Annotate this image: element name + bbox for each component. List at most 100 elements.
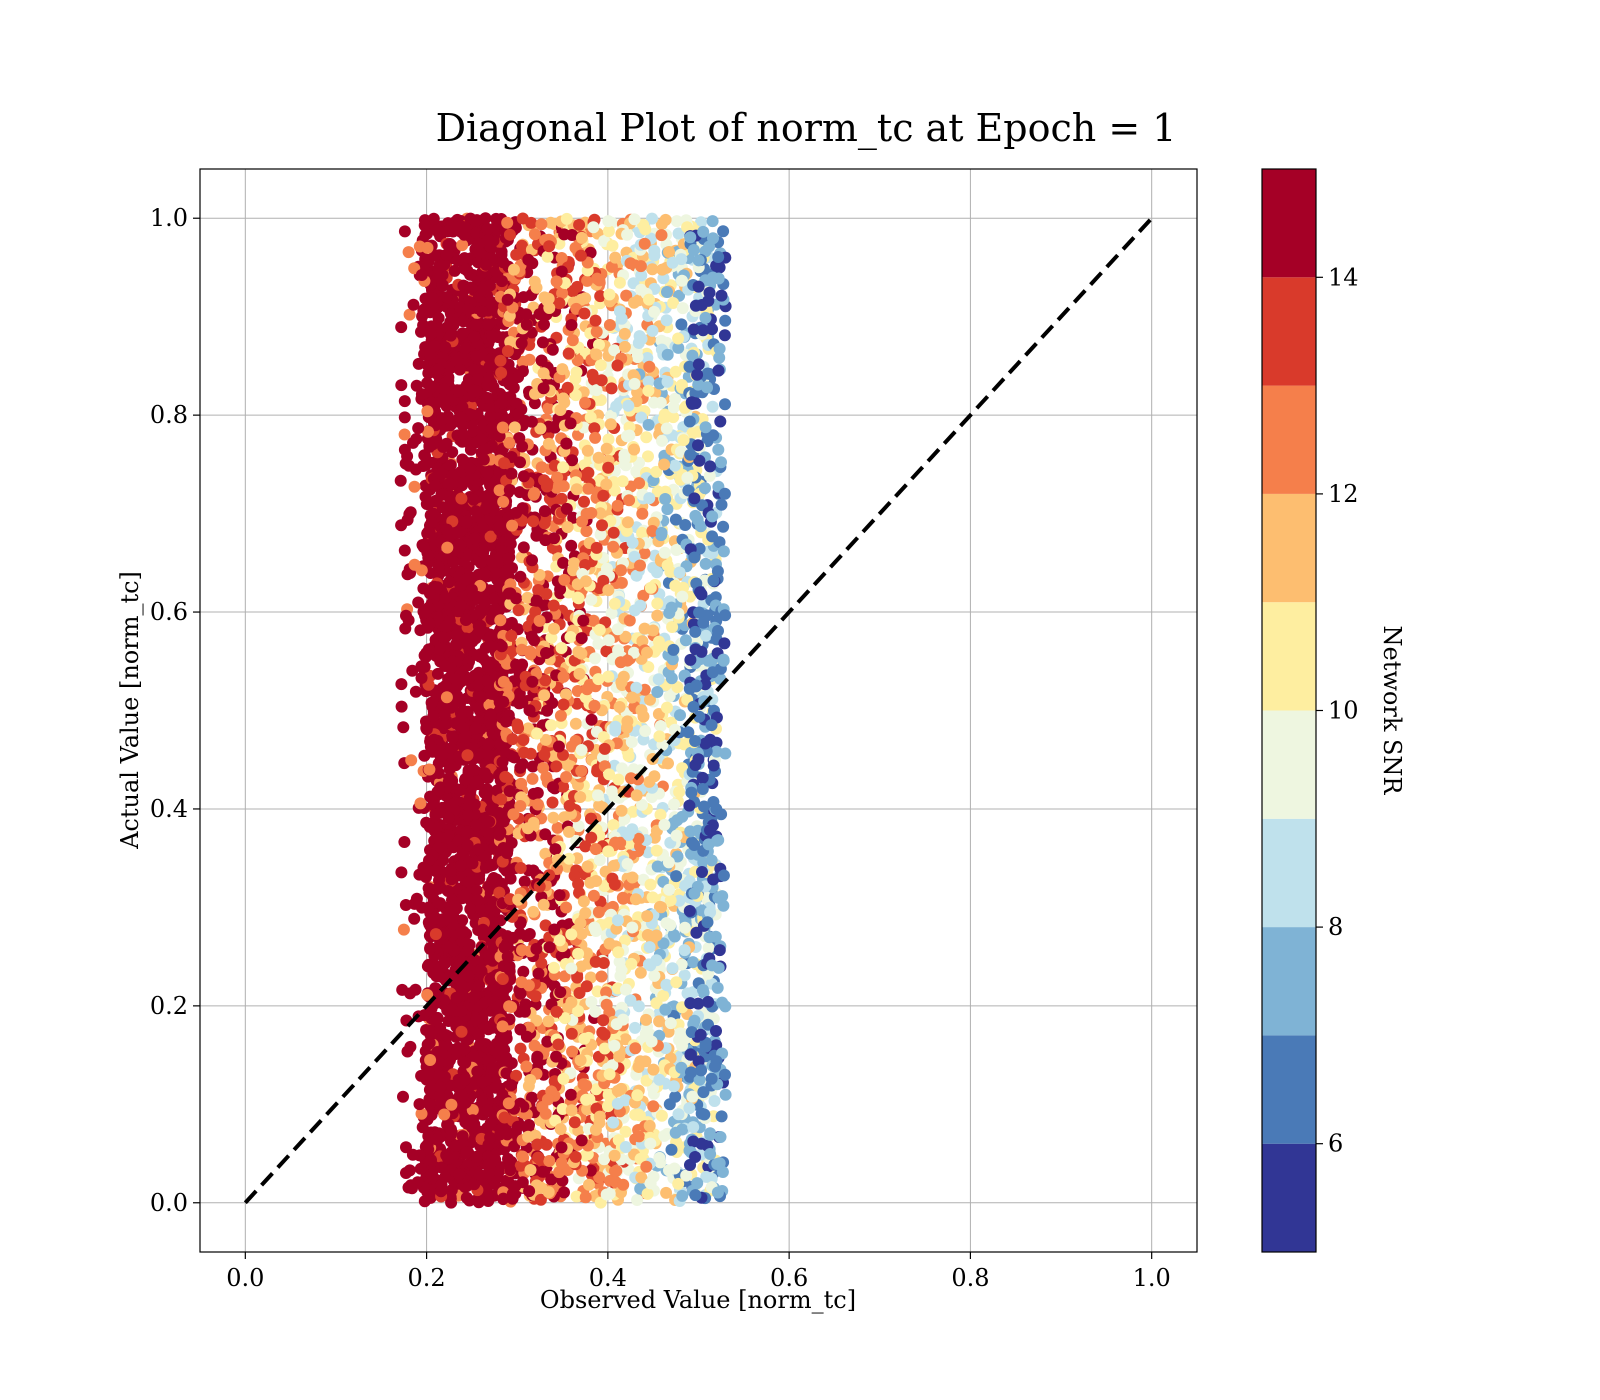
scatter-point	[419, 1140, 432, 1153]
scatter-point	[460, 1146, 473, 1159]
scatter-point	[427, 710, 440, 722]
scatter-point	[434, 1081, 447, 1094]
scatter-point	[564, 631, 577, 643]
scatter-point	[454, 600, 467, 612]
scatter-point	[397, 721, 410, 734]
scatter-point	[439, 620, 452, 633]
scatter-point	[434, 897, 447, 910]
scatter-point	[441, 1152, 454, 1165]
scatter-point	[481, 1104, 494, 1116]
scatter-point	[547, 811, 560, 824]
scatter-point	[490, 603, 503, 616]
scatter-point	[405, 754, 418, 767]
scatter-point	[415, 1107, 428, 1120]
scatter-point	[476, 305, 489, 318]
scatter-point	[638, 237, 651, 250]
scatter-point	[572, 878, 585, 890]
scatter-point	[398, 225, 411, 238]
scatter-point	[632, 1130, 645, 1143]
scatter-point	[517, 291, 530, 304]
scatter-point	[657, 989, 670, 1002]
scatter-point	[401, 450, 414, 463]
scatter-point	[424, 328, 437, 341]
scatter-point	[481, 222, 494, 235]
scatter-point	[470, 1028, 483, 1040]
scatter-point	[436, 749, 449, 762]
scatter-point	[423, 348, 436, 361]
scatter-point	[459, 1073, 471, 1086]
scatter-point	[473, 246, 486, 259]
scatter-point	[415, 672, 428, 684]
scatter-point	[415, 269, 428, 281]
scatter-point	[460, 825, 473, 838]
scatter-point	[424, 1028, 437, 1041]
scatter-point	[473, 979, 486, 992]
scatter-point	[415, 325, 427, 338]
scatter-point	[431, 1012, 444, 1025]
scatter-point	[482, 771, 494, 784]
scatter-point	[661, 503, 674, 516]
scatter-point	[554, 709, 567, 722]
scatter-point	[527, 787, 540, 800]
scatter-point	[647, 1100, 660, 1113]
scatter-point	[686, 956, 699, 969]
scatter-point	[485, 718, 498, 730]
scatter-point	[423, 1083, 436, 1096]
scatter-point	[446, 1004, 459, 1016]
scatter-point	[417, 541, 430, 554]
scatter-point	[418, 749, 431, 762]
scatter-point	[600, 478, 613, 491]
scatter-point	[426, 292, 439, 305]
scatter-point	[473, 1168, 486, 1181]
scatter-point	[419, 458, 432, 471]
scatter-point	[476, 1095, 489, 1108]
scatter-point	[440, 437, 453, 450]
scatter-point	[482, 737, 495, 750]
scatter-point	[425, 1154, 437, 1166]
scatter-point	[438, 1108, 451, 1121]
scatter-point	[421, 988, 434, 1001]
scatter-point	[398, 428, 411, 441]
scatter-point	[460, 1191, 473, 1204]
scatter-point	[469, 505, 482, 518]
scatter-point	[484, 973, 497, 986]
scatter-point	[462, 876, 475, 888]
scatter-point	[565, 1088, 577, 1101]
scatter-point	[466, 991, 479, 1004]
scatter-point	[430, 1133, 443, 1146]
scatter-point	[493, 886, 506, 899]
scatter-point	[406, 664, 419, 677]
scatter-point	[486, 1062, 499, 1075]
scatter-point	[450, 628, 463, 641]
scatter-point	[403, 308, 416, 321]
scatter-point	[427, 507, 440, 520]
scatter-point	[455, 1025, 468, 1038]
scatter-point	[462, 970, 475, 983]
scatter-point	[432, 363, 445, 376]
scatter-point	[459, 632, 472, 645]
scatter-point	[461, 749, 474, 762]
scatter-point	[421, 1038, 434, 1051]
scatter-point	[503, 484, 516, 496]
scatter-point	[462, 809, 475, 822]
scatter-point	[525, 216, 538, 229]
scatter-point	[471, 373, 484, 386]
scatter-point	[456, 327, 469, 340]
scatter-point	[579, 292, 592, 305]
scatter-point	[484, 530, 497, 543]
scatter-point	[583, 1178, 595, 1191]
scatter-point	[516, 696, 529, 709]
scatter-point	[407, 298, 420, 311]
scatter-point	[442, 1118, 455, 1131]
scatter-point	[481, 467, 494, 480]
scatter-point	[563, 852, 576, 865]
scatter-point	[462, 373, 475, 386]
scatter-point	[480, 674, 493, 687]
scatter-point	[477, 453, 490, 466]
scatter-point	[606, 239, 619, 252]
scatter-point	[459, 1056, 472, 1069]
scatter-point	[439, 957, 452, 970]
scatter-point	[452, 385, 465, 398]
scatter-point	[629, 1021, 641, 1034]
scatter-point	[431, 667, 444, 680]
